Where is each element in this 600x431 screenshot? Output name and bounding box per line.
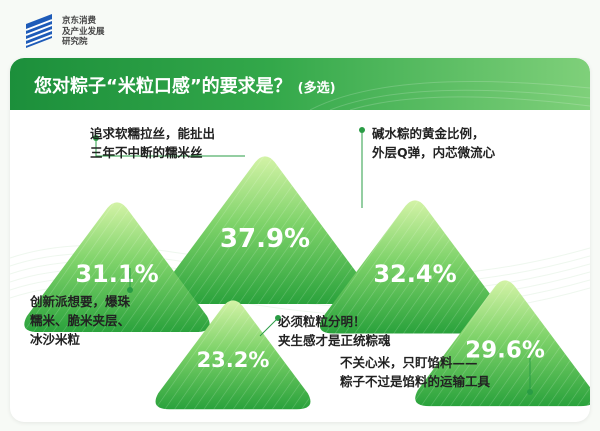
- org-name-line: 京东消费: [62, 16, 97, 26]
- category-label: 不关心米，只盯馅料—— 粽子不过是馅料的运输工具: [340, 355, 533, 395]
- triangle-texture: [415, 280, 590, 407]
- title-bar: 您对粽子“米粒口感”的要求是？ (多选): [10, 58, 590, 110]
- org-name-line: 及产业发展: [62, 26, 105, 37]
- category-label-line: 粽子不过是馅料的运输工具: [340, 374, 491, 389]
- chart-plot: 37.9% 32.4% 31.1% 29.6% 23.2% 追求软糯拉丝，能扯出三年不中…: [10, 126, 590, 410]
- org-name-line: 研究院: [62, 37, 88, 47]
- value-label: 23.2%: [197, 348, 270, 372]
- chart-panel: 您对粽子“米粒口感”的要求是？ (多选) 37.9% 32.4% 31.1% 29.6%…: [10, 58, 590, 422]
- category-label-line: 追求软糯拉丝，能扯出: [90, 126, 215, 141]
- triangle-texture: [159, 156, 371, 304]
- category-label-line: 必须粒粒分明！: [277, 314, 366, 329]
- logo-mark-icon: [25, 14, 53, 48]
- chart-title: 您对粽子“米粒口感”的要求是？ (多选): [34, 72, 336, 98]
- value-label: 32.4%: [373, 260, 456, 288]
- value-label: 31.1%: [75, 260, 158, 288]
- triangle-texture: [155, 300, 311, 410]
- leader-dot: [275, 315, 281, 321]
- triangle-mark: 37.9%: [159, 156, 371, 304]
- category-label-line: 糯米、脆米夹层、: [30, 313, 130, 328]
- leader-dot: [127, 287, 133, 293]
- leader-dot: [93, 135, 99, 141]
- category-label-line: 不关心米，只盯馅料——: [340, 355, 478, 370]
- leader-line: [95, 138, 245, 157]
- category-label: 碱水粽的黄金比例， 外层Q弹，内芯微流心: [359, 126, 496, 208]
- title-bar-pattern: [309, 81, 590, 110]
- category-label-line: 碱水粽的黄金比例，: [372, 126, 485, 141]
- triangle-mark: 23.2%: [155, 300, 311, 410]
- triangle-texture: [24, 202, 210, 333]
- category-label-line: 外层Q弹，内芯微流心: [371, 145, 496, 160]
- category-label-line: 创新派想要，爆珠: [29, 294, 131, 309]
- category-label-line: 夹生感才是正统粽魂: [278, 333, 391, 348]
- value-label: 37.9%: [220, 224, 310, 254]
- leader-line: [259, 317, 279, 337]
- org-name: 京东消费 及产业发展 研究院: [62, 16, 122, 48]
- category-label: 必须粒粒分明！ 夹生感才是正统粽魂: [259, 314, 391, 348]
- chart-subtitle: (多选): [297, 81, 336, 96]
- chart-title-text: 您对粽子“米粒口感”的要求是？: [34, 76, 292, 97]
- category-label-line: 冰沙米粒: [30, 332, 81, 347]
- leader-dot: [527, 389, 533, 395]
- triangle-mark: 29.6%: [415, 280, 590, 407]
- triangle-mark: 31.1%: [24, 202, 210, 333]
- triangle-mark: 32.4%: [319, 200, 511, 334]
- brand-logo: 京东消费 及产业发展 研究院: [22, 14, 112, 50]
- category-label-line: 三年不中断的糯米丝: [90, 145, 203, 160]
- triangle-marks: 37.9% 32.4% 31.1% 29.6% 23.2%: [24, 156, 590, 410]
- leader-dot: [359, 127, 365, 133]
- value-label: 29.6%: [465, 337, 545, 363]
- triangle-texture: [319, 200, 511, 334]
